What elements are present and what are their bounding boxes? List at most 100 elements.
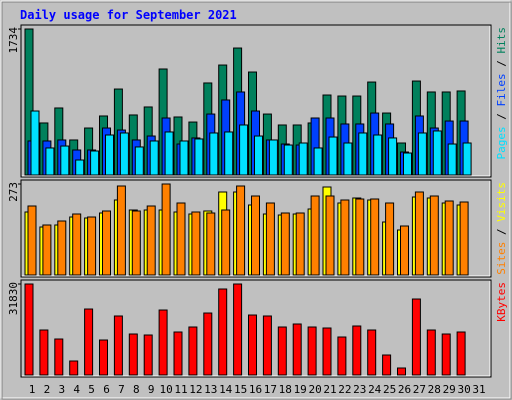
legend: KBytes: [495, 282, 508, 322]
x-tick-label: 26: [398, 383, 411, 396]
bar: [105, 134, 114, 176]
bar: [385, 202, 395, 276]
x-tick-label: 11: [174, 383, 187, 396]
bar: [388, 137, 398, 176]
x-tick-label: 14: [219, 383, 233, 396]
x-tick-label: 31: [472, 383, 485, 396]
bar: [352, 325, 362, 376]
bar: [262, 315, 272, 376]
bar: [173, 331, 183, 376]
x-tick-label: 30: [457, 383, 470, 396]
bar: [248, 314, 257, 376]
bar: [358, 132, 368, 176]
bar: [313, 147, 323, 176]
bar: [355, 198, 365, 276]
x-tick-label: 27: [413, 383, 426, 396]
bar: [239, 124, 249, 176]
bar: [429, 195, 439, 276]
bar: [69, 360, 79, 376]
bar: [307, 326, 317, 376]
bar: [116, 185, 126, 276]
legend-separator: /: [495, 54, 508, 74]
legend-entry: Sites: [495, 242, 508, 275]
bar: [251, 195, 260, 276]
x-tick-label: 2: [44, 383, 51, 396]
bar: [119, 132, 129, 176]
bar: [254, 135, 263, 176]
bar: [444, 200, 454, 276]
x-tick-label: 28: [428, 383, 441, 396]
bar: [277, 326, 287, 376]
bar: [265, 202, 275, 276]
x-tick-label: 7: [118, 383, 125, 396]
bar: [400, 225, 409, 276]
bar: [417, 132, 427, 176]
bar: [72, 213, 82, 276]
bar: [224, 131, 234, 176]
bar: [283, 144, 293, 176]
bar: [84, 308, 94, 376]
bar: [24, 283, 34, 376]
bar: [128, 333, 138, 376]
bar: [298, 142, 308, 176]
bar: [432, 130, 442, 176]
bar: [233, 283, 243, 376]
bar: [441, 333, 451, 376]
bar: [337, 336, 347, 376]
bar: [459, 201, 469, 276]
bar: [447, 143, 457, 176]
bar: [367, 329, 377, 376]
x-tick-label: 22: [338, 383, 351, 396]
bar: [99, 339, 108, 376]
bar: [236, 185, 246, 276]
bar: [328, 136, 338, 176]
bar: [176, 202, 186, 276]
legend: Pages / Files / Hits: [495, 27, 508, 160]
bar: [295, 212, 305, 276]
legend-entry: Files: [495, 73, 508, 106]
bar: [113, 315, 123, 376]
bar: [179, 140, 189, 176]
y-max-label: 273: [7, 182, 20, 202]
bar: [42, 224, 52, 276]
bar: [60, 145, 70, 176]
bar: [143, 334, 153, 376]
bar: [131, 210, 141, 276]
bar: [27, 205, 37, 276]
bar: [149, 140, 159, 176]
x-tick-label: 4: [73, 383, 80, 396]
bar: [164, 131, 174, 176]
legend-separator: /: [495, 107, 508, 127]
bar: [87, 216, 97, 276]
bar: [161, 183, 171, 276]
bar: [146, 205, 156, 276]
bar: [268, 139, 278, 176]
bar: [206, 212, 216, 276]
x-tick-label: 21: [323, 383, 336, 396]
bar: [75, 159, 85, 176]
x-tick-label: 16: [249, 383, 262, 396]
x-tick-label: 8: [133, 383, 140, 396]
x-tick-label: 17: [264, 383, 277, 396]
chart-title: Daily usage for September 2021: [20, 8, 237, 22]
y-max-label: 31830: [7, 282, 20, 315]
bar: [411, 298, 421, 376]
bar: [426, 329, 436, 376]
legend-entry: Hits: [495, 27, 508, 54]
x-tick-label: 12: [189, 383, 202, 396]
x-tick-label: 15: [234, 383, 247, 396]
bar: [456, 331, 466, 376]
x-tick-label: 6: [103, 383, 110, 396]
x-tick-label: 9: [148, 383, 155, 396]
x-tick-label: 24: [368, 383, 382, 396]
y-max-label: 1734: [7, 27, 20, 54]
x-tick-label: 1: [29, 383, 36, 396]
x-tick-label: 18: [279, 383, 292, 396]
bar: [45, 147, 55, 176]
bar: [194, 138, 204, 176]
bar: [343, 142, 353, 176]
x-tick-label: 5: [88, 383, 95, 396]
